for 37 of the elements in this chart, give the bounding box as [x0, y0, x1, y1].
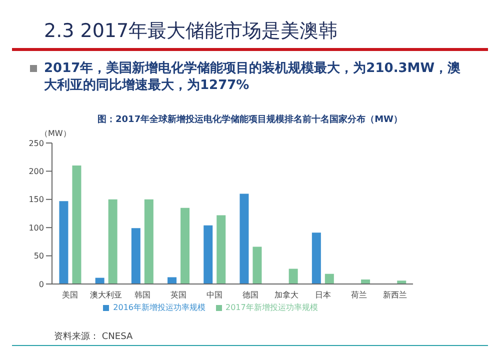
- bar: [240, 194, 249, 284]
- bar: [144, 199, 154, 284]
- bar: [204, 225, 213, 284]
- legend-label: 2017年新增投运功率规模: [226, 303, 318, 312]
- x-tick-label: 德国: [242, 290, 259, 300]
- legend-label: 2016年新增投运功率规模: [113, 303, 206, 312]
- bar: [216, 215, 226, 284]
- y-tick-label: 50: [34, 252, 44, 261]
- x-tick-label: 新西兰: [382, 290, 407, 300]
- x-tick-label: 韩国: [134, 290, 150, 300]
- x-tick-label: 英国: [170, 290, 186, 300]
- bar: [324, 274, 334, 284]
- bar: [312, 232, 321, 284]
- bar: [288, 268, 298, 284]
- bar: [180, 208, 190, 284]
- bar: [131, 228, 140, 284]
- x-tick-label: 加拿大: [274, 290, 299, 300]
- bar: [72, 166, 82, 284]
- y-tick-label: 0: [38, 280, 44, 289]
- y-tick-label: 100: [28, 223, 44, 232]
- chart-title: 2.3 2017年最大储能市场是美澳韩: [44, 19, 338, 44]
- y-tick-label: 250: [28, 138, 44, 148]
- bar: [168, 277, 177, 284]
- text: 图：2017年全球新增投运电化学储能项目规模排名前十名国家分布（MW）: [96, 113, 404, 126]
- x-tick-label: 澳大利亚: [90, 290, 122, 300]
- bar: [108, 199, 118, 284]
- x-tick-label: 日本: [314, 290, 331, 300]
- text: 资料来源： CNESA: [54, 330, 133, 343]
- bar: [252, 246, 262, 284]
- bar: [59, 201, 68, 284]
- y-axis-title: （MW）: [40, 128, 71, 139]
- chart-subtitle: 2017年，美国新增电化学储能项目的装机规模最大，为210.3MW，澳大利亚的同比增速最大，为1277%: [44, 60, 462, 94]
- x-tick-label: 荷兰: [350, 290, 367, 300]
- y-tick-label: 200: [28, 167, 44, 176]
- x-tick-label: 美国: [62, 290, 78, 300]
- x-tick-label: 中国: [206, 290, 222, 300]
- y-tick-label: 150: [28, 195, 44, 204]
